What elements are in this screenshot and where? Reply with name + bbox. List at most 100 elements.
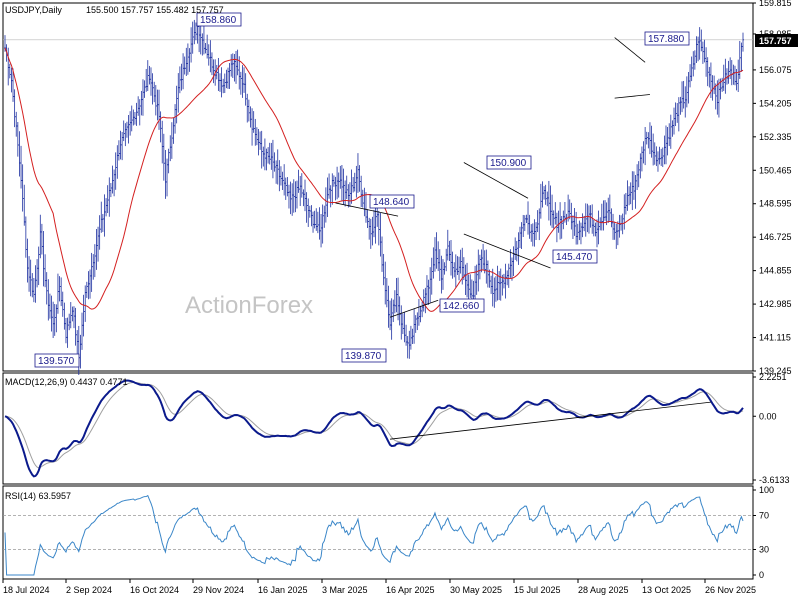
price-bar (732, 64, 735, 85)
price-bar (185, 47, 188, 77)
price-bar (560, 215, 563, 239)
date-tick-label: 16 Apr 2025 (386, 585, 435, 595)
macd-panel (4, 379, 744, 478)
price-bar (486, 260, 489, 288)
price-bar (669, 114, 672, 149)
date-tick-label: 29 Nov 2024 (193, 585, 244, 595)
price-bar (478, 254, 481, 280)
price-bar (414, 315, 417, 333)
level-label: 139.870 (345, 351, 382, 362)
price-bar (220, 67, 223, 98)
price-bar (227, 67, 230, 89)
price-bar (356, 153, 359, 193)
price-bar (98, 215, 101, 250)
price-bar (697, 36, 700, 62)
price-bar (685, 76, 688, 108)
price-bar (109, 183, 112, 198)
price-bar (531, 223, 534, 247)
price-bar (576, 223, 579, 245)
price-bar (291, 183, 294, 216)
price-bar (425, 275, 428, 306)
price-bar (149, 67, 152, 96)
price-bar (587, 205, 590, 234)
price-bar (223, 73, 226, 94)
price-bar (441, 259, 444, 290)
price-bar (568, 199, 571, 220)
price-bar (81, 312, 84, 350)
level-box (552, 249, 598, 264)
price-bar (437, 241, 440, 272)
price-bar (37, 246, 40, 286)
price-bar (493, 277, 496, 308)
price-bar (604, 200, 607, 221)
price-bar (148, 65, 151, 85)
current-price-label: 157.757 (759, 36, 792, 46)
price-tick-label: 158.085 (759, 29, 792, 39)
price-bar (639, 153, 642, 179)
price-bar (273, 152, 276, 172)
price-bar (498, 271, 501, 301)
price-bar (592, 219, 595, 237)
price-bar (647, 132, 650, 149)
date-tick-label: 3 Mar 2025 (322, 585, 368, 595)
price-bar (629, 182, 632, 205)
price-bar (360, 175, 363, 207)
price-bar (313, 210, 316, 229)
price-bar (159, 111, 162, 143)
level-box (34, 353, 80, 368)
price-bar (485, 249, 488, 284)
price-bar (108, 177, 111, 217)
price-bar (18, 131, 21, 177)
price-bar (549, 185, 552, 226)
price-bar (294, 181, 297, 213)
price-bar (21, 164, 24, 212)
price-bar (541, 181, 544, 208)
price-bar (244, 73, 247, 106)
price-bar (530, 224, 533, 242)
price-bar (92, 254, 95, 280)
price-bar (299, 176, 302, 206)
price-bar (29, 259, 32, 297)
macd-tick-label: -3.6133 (759, 475, 790, 485)
price-bar (528, 214, 531, 239)
price-bar (125, 121, 128, 138)
price-bar (271, 139, 274, 179)
price-bar (323, 205, 326, 228)
price-bar (616, 221, 619, 246)
price-bar (390, 298, 393, 340)
price-bar (385, 278, 388, 308)
price-bar (448, 240, 451, 262)
price-bar (140, 90, 143, 116)
price-bar (398, 296, 401, 326)
macd-panel-frame (2, 372, 754, 485)
price-bar (281, 171, 284, 191)
price-bar (392, 299, 395, 323)
price-bar (318, 207, 321, 240)
price-bar (677, 97, 680, 132)
price-bar (377, 210, 380, 246)
price-bar (326, 177, 329, 218)
price-bar (650, 125, 653, 158)
price-bar (63, 302, 66, 330)
price-bar (276, 149, 279, 185)
price-bar (174, 104, 177, 134)
price-bar (584, 203, 587, 237)
price-bar (207, 44, 210, 66)
price-bar (613, 221, 616, 240)
price-bar (509, 249, 512, 278)
price-bar (361, 189, 364, 208)
price-bar (106, 185, 109, 214)
price-bar (578, 220, 581, 241)
price-bar (153, 81, 156, 103)
price-bar (162, 133, 165, 181)
date-tick-label: 15 Jul 2025 (514, 585, 561, 595)
price-bar (10, 67, 13, 93)
price-bar (42, 230, 45, 287)
price-bar (599, 217, 602, 231)
price-bar (648, 122, 651, 155)
price-bar (292, 179, 295, 213)
macd-line (4, 379, 744, 478)
price-bar (482, 243, 485, 271)
price-bar (417, 298, 420, 326)
level-label: 150.900 (490, 158, 527, 169)
